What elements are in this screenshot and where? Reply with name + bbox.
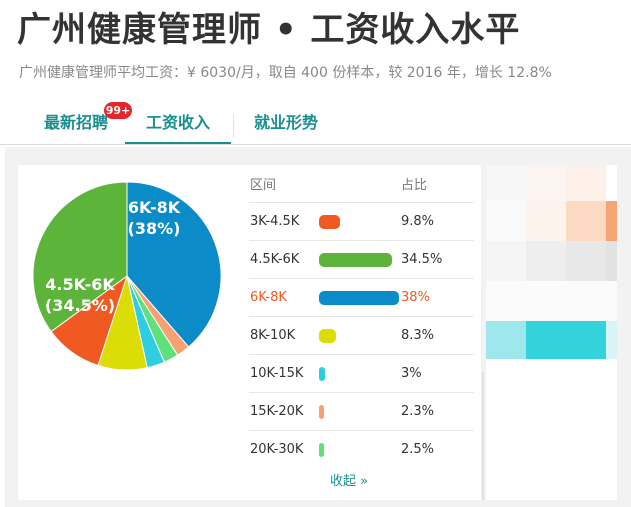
pie-slice-6k-8k xyxy=(126,181,222,348)
tab-salary-income[interactable]: 工资收入 xyxy=(125,110,231,145)
scroll-track xyxy=(482,372,484,500)
tab-latest-jobs[interactable]: 最新招聘 xyxy=(28,110,124,142)
tab-divider xyxy=(233,114,234,138)
share-bar xyxy=(319,367,326,381)
salary-range: 10K-15K xyxy=(250,366,304,381)
pie-label-4-5k-6k-range: 4.5K-6K xyxy=(45,275,115,294)
pie-label-6k-8k-pct: (38%) xyxy=(128,219,181,238)
blurred-sidebar-image xyxy=(486,165,617,500)
share-bar xyxy=(319,405,324,419)
pie-slice-4-5k-6k xyxy=(32,181,128,333)
table-row: 6K-8K 38% xyxy=(249,278,474,317)
header-range: 区间 xyxy=(250,178,277,193)
table-row: 15K-20K 2.3% xyxy=(249,392,474,431)
header-share: 占比 xyxy=(401,178,428,193)
share-bar xyxy=(319,329,337,343)
salary-range: 6K-8K xyxy=(250,290,287,305)
tab-employment-outlook[interactable]: 就业形势 xyxy=(238,110,334,142)
share-percent: 38% xyxy=(401,290,430,305)
share-bar xyxy=(319,215,340,229)
salary-summary: 广州健康管理师平均工资：¥ 6030/月，取自 400 份样本，较 2016 年… xyxy=(19,65,552,81)
share-percent: 8.3% xyxy=(401,328,435,343)
share-bar xyxy=(319,443,325,457)
share-percent: 34.5% xyxy=(401,252,443,267)
table-row: 4.5K-6K 34.5% xyxy=(249,240,474,279)
share-percent: 3% xyxy=(401,366,422,381)
salary-range: 20K-30K xyxy=(250,442,304,457)
salary-range: 8K-10K xyxy=(250,328,296,343)
tab-label: 就业形势 xyxy=(253,113,318,132)
share-percent: 2.5% xyxy=(401,442,435,457)
tab-bar: 最新招聘 99+ 工资收入 就业形势 xyxy=(0,100,631,146)
salary-range: 15K-20K xyxy=(250,404,304,419)
table-row: 3K-4.5K 9.8% xyxy=(249,202,474,241)
notification-badge: 99+ xyxy=(104,102,132,119)
pie-label-4-5k-6k-pct: (34.5%) xyxy=(45,296,115,315)
salary-range: 4.5K-6K xyxy=(250,252,300,267)
salary-range: 3K-4.5K xyxy=(250,214,300,229)
share-percent: 9.8% xyxy=(401,214,435,229)
tab-label: 最新招聘 xyxy=(43,113,108,132)
collapse-link[interactable]: 收起 » xyxy=(330,474,369,489)
table-row: 8K-10K 8.3% xyxy=(249,316,474,355)
salary-pie-chart: 6K-8K (38%) 4.5K-6K (34.5%) xyxy=(32,181,222,371)
tab-underline-divider xyxy=(0,144,631,145)
page-title: 广州健康管理师 • 工资收入水平 xyxy=(17,10,521,50)
tab-label: 工资收入 xyxy=(145,113,210,132)
share-percent: 2.3% xyxy=(401,404,435,419)
share-bar xyxy=(319,291,399,305)
table-row: 10K-15K 3% xyxy=(249,354,474,393)
share-bar xyxy=(319,253,392,267)
pie-label-6k-8k-range: 6K-8K xyxy=(128,198,181,217)
table-row: 20K-30K 2.5% xyxy=(249,430,474,469)
